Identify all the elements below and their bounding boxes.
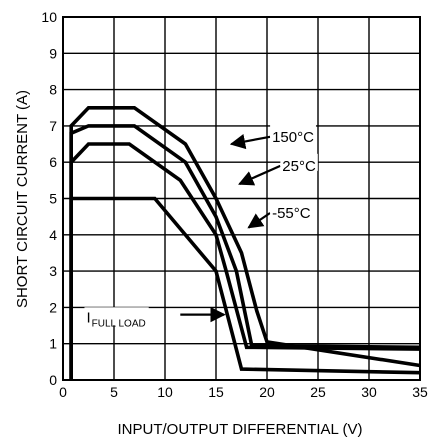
series-line-1 (69, 124, 421, 380)
y-tick-label-10: 10 (41, 9, 57, 25)
annotation-arrow-1 (238, 164, 281, 186)
x-axis-title: INPUT/OUTPUT DIFFERENTIAL (V) (117, 421, 362, 438)
y-tick-label-7: 7 (49, 118, 57, 134)
series-line-0 (69, 106, 421, 380)
y-tick-label-4: 4 (49, 227, 57, 243)
annotation-arrow-0 (229, 133, 271, 150)
series-line-3 (69, 196, 421, 380)
y-axis-title: SHORT CIRCUIT CURRENT (A) (14, 90, 31, 308)
annotation-label-bg-1 (280, 153, 318, 171)
y-tick-label-0: 0 (49, 372, 57, 388)
annotation-label-bg-0 (270, 124, 316, 142)
annotation-label-bg-3 (84, 307, 149, 326)
annotation-label-0: 150°C (272, 129, 314, 146)
x-tick-label-2: 10 (157, 384, 173, 400)
y-tick-label-2: 2 (49, 299, 57, 315)
x-tick-label-7: 35 (412, 384, 428, 400)
series-layer (69, 106, 421, 380)
y-tick-label-5: 5 (49, 191, 57, 207)
y-tick-label-9: 9 (49, 45, 57, 61)
annotation-label-bg-2 (270, 201, 313, 219)
tick-labels: 0 5 10 15 20 25 30 35 0 1 2 3 4 5 6 7 8 9 10 (41, 9, 428, 400)
annotation-label-1: 25°C (282, 158, 316, 175)
x-tick-label-1: 5 (110, 384, 118, 400)
y-tick-label-8: 8 (49, 82, 57, 98)
y-tick-label-6: 6 (49, 154, 57, 170)
x-tick-label-6: 30 (361, 384, 377, 400)
gridlines (62, 16, 421, 381)
series-line-2 (69, 142, 421, 380)
x-tick-label-5: 25 (310, 384, 326, 400)
annotation-arrow-2 (247, 212, 271, 229)
y-tick-label-1: 1 (49, 336, 57, 352)
plot-frame (62, 16, 421, 381)
x-tick-label-4: 20 (259, 384, 275, 400)
x-tick-label-0: 0 (59, 384, 67, 400)
annotation-label-subscript: FULL LOAD (92, 318, 146, 329)
annotation-label-2: -55°C (272, 205, 311, 222)
x-tick-label-3: 15 (208, 384, 224, 400)
y-tick-label-3: 3 (49, 263, 57, 279)
